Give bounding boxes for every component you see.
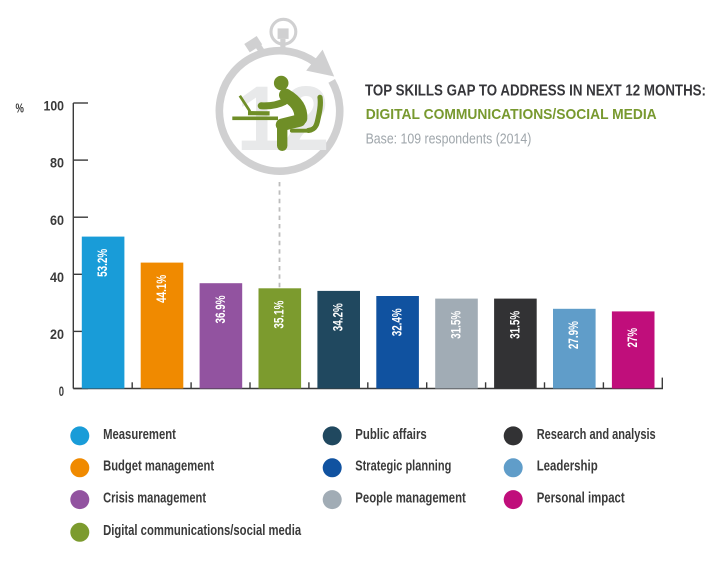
- svg-text:40: 40: [50, 269, 64, 285]
- svg-text:32.4%: 32.4%: [390, 308, 405, 336]
- svg-text:Personal impact: Personal impact: [537, 491, 625, 507]
- svg-text:Strategic planning: Strategic planning: [355, 459, 451, 475]
- svg-text:DIGITAL COMMUNICATIONS/SOCIAL: DIGITAL COMMUNICATIONS/SOCIAL MEDIA: [366, 106, 657, 123]
- svg-text:Research and analysis: Research and analysis: [537, 427, 656, 443]
- svg-text:%: %: [16, 100, 25, 115]
- svg-text:80: 80: [50, 155, 64, 171]
- svg-text:20: 20: [50, 326, 64, 342]
- svg-text:36.9%: 36.9%: [213, 296, 228, 324]
- svg-text:Measurement: Measurement: [103, 427, 176, 443]
- svg-text:27.9%: 27.9%: [566, 321, 581, 349]
- svg-text:31.5%: 31.5%: [448, 311, 463, 339]
- svg-text:44.1%: 44.1%: [154, 275, 169, 303]
- svg-text:0: 0: [59, 383, 64, 399]
- svg-text:Base: 109 respondents (2014): Base: 109 respondents (2014): [366, 131, 532, 147]
- svg-text:Crisis management: Crisis management: [103, 491, 206, 507]
- svg-text:31.5%: 31.5%: [507, 311, 522, 339]
- svg-text:27%: 27%: [625, 328, 640, 348]
- svg-text:Budget management: Budget management: [103, 459, 214, 475]
- svg-text:35.1%: 35.1%: [272, 301, 287, 329]
- svg-text:100: 100: [44, 98, 65, 114]
- svg-text:60: 60: [50, 212, 64, 228]
- svg-text:People management: People management: [355, 491, 466, 507]
- svg-text:Leadership: Leadership: [537, 459, 598, 475]
- svg-text:53.2%: 53.2%: [95, 249, 110, 277]
- svg-text:Digital communications/social: Digital communications/social media: [103, 523, 302, 539]
- svg-text:TOP SKILLS GAP TO ADDRESS IN N: TOP SKILLS GAP TO ADDRESS IN NEXT 12 MON…: [365, 82, 706, 99]
- svg-text:Public affairs: Public affairs: [355, 427, 426, 443]
- svg-text:34.2%: 34.2%: [331, 303, 346, 331]
